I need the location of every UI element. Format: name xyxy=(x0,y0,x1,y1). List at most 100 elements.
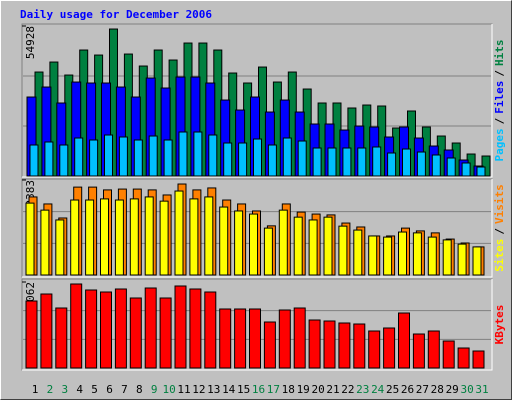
y-tick-label: 54928 xyxy=(24,26,37,59)
x-tick-label: 13 xyxy=(207,383,220,396)
bar xyxy=(431,154,441,177)
bar xyxy=(89,139,99,177)
bar xyxy=(40,293,53,369)
legend-entry: Pages xyxy=(493,128,506,161)
x-tick-label: 17 xyxy=(267,383,280,396)
x-tick-label: 19 xyxy=(297,383,310,396)
bar xyxy=(446,157,456,177)
x-tick-label: 7 xyxy=(121,383,128,396)
bar xyxy=(387,152,397,177)
bar xyxy=(174,285,187,369)
x-tick-label: 5 xyxy=(91,383,98,396)
bar xyxy=(457,347,470,369)
bar xyxy=(159,297,172,369)
bar xyxy=(85,289,98,369)
bar xyxy=(368,330,381,369)
panel-highlight xyxy=(22,279,493,371)
x-tick-label: 16 xyxy=(252,383,265,396)
x-tick-label: 26 xyxy=(401,383,414,396)
bar xyxy=(133,139,143,177)
bar xyxy=(100,291,112,369)
bar xyxy=(342,147,352,177)
bar xyxy=(293,307,306,369)
bar xyxy=(238,142,248,177)
bar xyxy=(25,300,38,369)
legend-entry: Files xyxy=(493,81,506,114)
bar xyxy=(357,147,367,177)
bar xyxy=(383,236,393,276)
legend-separator: / xyxy=(493,117,506,124)
bar xyxy=(383,327,396,369)
x-tick-label: 11 xyxy=(177,383,190,396)
bar xyxy=(398,312,410,369)
bar xyxy=(263,321,276,369)
bar xyxy=(70,199,80,276)
x-tick-label: 15 xyxy=(237,383,250,396)
x-tick-label: 4 xyxy=(76,383,83,396)
x-tick-label: 3 xyxy=(61,383,68,396)
bar xyxy=(323,216,333,276)
bar xyxy=(249,308,261,369)
bar xyxy=(159,200,169,276)
bar xyxy=(338,225,348,276)
bar xyxy=(249,213,258,276)
x-tick-label: 23 xyxy=(356,383,369,396)
bar xyxy=(189,198,199,276)
legend-separator: / xyxy=(493,70,506,77)
bar xyxy=(234,210,244,276)
x-tick-label: 22 xyxy=(341,383,354,396)
bar xyxy=(40,209,50,276)
bar xyxy=(312,147,322,177)
bar xyxy=(59,144,69,177)
bar xyxy=(29,144,39,177)
x-tick-label: 14 xyxy=(222,383,236,396)
legend: Sites / Visits xyxy=(493,184,506,272)
x-tick-label: 29 xyxy=(446,383,459,396)
x-tick-label: 18 xyxy=(282,383,295,396)
bar xyxy=(398,231,407,276)
legend-entry: Sites xyxy=(493,239,506,272)
bar xyxy=(70,283,83,369)
bar xyxy=(461,162,471,177)
legend: Pages / Files / Hits xyxy=(493,40,506,162)
x-tick-label: 30 xyxy=(460,383,473,396)
bar xyxy=(427,236,437,276)
chart-title: Daily usage for December 2006 xyxy=(20,8,212,21)
x-tick-label: 9 xyxy=(151,383,158,396)
bar xyxy=(278,209,288,276)
x-tick-label: 6 xyxy=(106,383,113,396)
legend-entry: Visits xyxy=(493,184,506,224)
bar xyxy=(104,134,113,177)
bar xyxy=(297,140,307,177)
bar xyxy=(178,131,188,177)
x-tick-label: 12 xyxy=(192,383,205,396)
bar xyxy=(55,219,65,276)
x-tick-label: 24 xyxy=(371,383,385,396)
bar xyxy=(293,216,303,276)
x-tick-label: 8 xyxy=(136,383,143,396)
bar xyxy=(234,308,247,369)
bar xyxy=(402,148,411,177)
x-tick-label: 1 xyxy=(32,383,39,396)
x-tick-label: 27 xyxy=(416,383,429,396)
bar xyxy=(204,196,214,276)
bar xyxy=(416,151,426,177)
bar xyxy=(457,243,467,276)
bar xyxy=(353,229,363,276)
legend-separator: / xyxy=(493,228,506,235)
bar xyxy=(308,319,321,369)
legend-entry: Hits xyxy=(493,40,506,67)
bar xyxy=(472,246,482,276)
bar xyxy=(174,190,184,276)
bar xyxy=(148,135,158,177)
bar xyxy=(144,287,157,369)
x-tick-label: 25 xyxy=(386,383,399,396)
x-tick-label: 10 xyxy=(162,383,175,396)
bar xyxy=(427,330,440,369)
bar xyxy=(323,320,336,369)
bar xyxy=(114,199,124,276)
bar xyxy=(278,309,291,369)
bar xyxy=(412,232,422,276)
bar xyxy=(118,136,128,177)
bar xyxy=(144,196,154,276)
